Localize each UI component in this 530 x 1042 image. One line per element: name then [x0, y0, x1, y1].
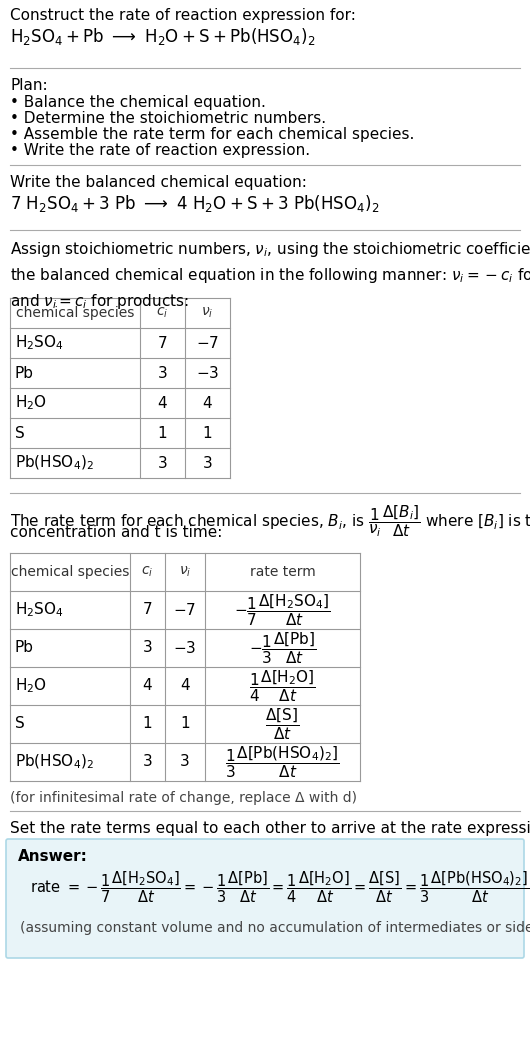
Text: $\dfrac{\Delta[\mathrm{S}]}{\Delta t}$: $\dfrac{\Delta[\mathrm{S}]}{\Delta t}$ [266, 706, 299, 742]
Text: (for infinitesimal rate of change, replace Δ with d): (for infinitesimal rate of change, repla… [10, 791, 357, 805]
Text: Assign stoichiometric numbers, $\nu_i$, using the stoichiometric coefficients, $: Assign stoichiometric numbers, $\nu_i$, … [10, 240, 530, 311]
Text: chemical species: chemical species [16, 306, 134, 320]
Text: Answer:: Answer: [18, 849, 88, 864]
Text: Pb: Pb [15, 641, 34, 655]
Text: chemical species: chemical species [11, 565, 129, 579]
Text: 3: 3 [180, 754, 190, 769]
Text: 4: 4 [143, 678, 152, 694]
Text: Construct the rate of reaction expression for:: Construct the rate of reaction expressio… [10, 8, 356, 23]
Text: 3: 3 [143, 754, 153, 769]
Text: 3: 3 [143, 641, 153, 655]
Text: 3: 3 [202, 455, 213, 471]
Text: 4: 4 [158, 396, 167, 411]
Text: 7: 7 [143, 602, 152, 618]
Text: $-7$: $-7$ [196, 334, 219, 351]
Text: $\nu_i$: $\nu_i$ [179, 565, 191, 579]
Text: 4: 4 [202, 396, 213, 411]
Text: $c_i$: $c_i$ [156, 305, 169, 320]
Text: Plan:: Plan: [10, 78, 48, 93]
Text: • Determine the stoichiometric numbers.: • Determine the stoichiometric numbers. [10, 111, 326, 126]
Text: rate term: rate term [250, 565, 315, 579]
Text: $-\dfrac{1}{7}\dfrac{\Delta[\mathrm{H_2SO_4}]}{\Delta t}$: $-\dfrac{1}{7}\dfrac{\Delta[\mathrm{H_2S… [234, 592, 331, 628]
Text: $\dfrac{1}{3}\dfrac{\Delta[\mathrm{Pb(HSO_4)_2}]}{\Delta t}$: $\dfrac{1}{3}\dfrac{\Delta[\mathrm{Pb(HS… [225, 744, 340, 779]
Text: $\mathrm{H_2O}$: $\mathrm{H_2O}$ [15, 394, 47, 413]
Text: (assuming constant volume and no accumulation of intermediates or side products): (assuming constant volume and no accumul… [20, 921, 530, 935]
Text: 1: 1 [158, 425, 167, 441]
Text: $\mathrm{H_2SO_4}$: $\mathrm{H_2SO_4}$ [15, 333, 64, 352]
Text: • Write the rate of reaction expression.: • Write the rate of reaction expression. [10, 143, 310, 158]
Text: 1: 1 [202, 425, 213, 441]
Text: $c_i$: $c_i$ [142, 565, 154, 579]
Text: $\mathrm{7\ H_2SO_4 + 3\ Pb\ \longrightarrow\ 4\ H_2O + S + 3\ Pb(HSO_4)_2}$: $\mathrm{7\ H_2SO_4 + 3\ Pb\ \longrighta… [10, 193, 379, 214]
Text: $-\dfrac{1}{3}\dfrac{\Delta[\mathrm{Pb}]}{\Delta t}$: $-\dfrac{1}{3}\dfrac{\Delta[\mathrm{Pb}]… [249, 630, 316, 666]
Text: 4: 4 [180, 678, 190, 694]
Text: Set the rate terms equal to each other to arrive at the rate expression:: Set the rate terms equal to each other t… [10, 821, 530, 836]
Text: $-3$: $-3$ [196, 365, 219, 381]
Text: 1: 1 [180, 717, 190, 731]
Text: S: S [15, 425, 25, 441]
Text: rate $= -\dfrac{1}{7}\dfrac{\Delta[\mathrm{H_2SO_4}]}{\Delta t} = -\dfrac{1}{3}\: rate $= -\dfrac{1}{7}\dfrac{\Delta[\math… [30, 869, 529, 904]
Text: 1: 1 [143, 717, 152, 731]
Text: Write the balanced chemical equation:: Write the balanced chemical equation: [10, 175, 307, 190]
FancyBboxPatch shape [6, 839, 524, 958]
Text: $-7$: $-7$ [173, 602, 197, 618]
Text: $\mathrm{Pb(HSO_4)_2}$: $\mathrm{Pb(HSO_4)_2}$ [15, 752, 94, 771]
Text: 3: 3 [157, 366, 167, 380]
Text: 3: 3 [157, 455, 167, 471]
Text: $\mathrm{H_2O}$: $\mathrm{H_2O}$ [15, 676, 47, 695]
Text: S: S [15, 717, 25, 731]
Text: Pb: Pb [15, 366, 34, 380]
Text: 7: 7 [158, 336, 167, 350]
Text: concentration and t is time:: concentration and t is time: [10, 525, 223, 540]
Text: $\nu_i$: $\nu_i$ [201, 305, 214, 320]
Text: • Assemble the rate term for each chemical species.: • Assemble the rate term for each chemic… [10, 127, 414, 142]
Text: $\dfrac{1}{4}\dfrac{\Delta[\mathrm{H_2O}]}{\Delta t}$: $\dfrac{1}{4}\dfrac{\Delta[\mathrm{H_2O}… [249, 668, 316, 704]
Text: $\mathrm{H_2SO_4}$: $\mathrm{H_2SO_4}$ [15, 600, 64, 619]
Text: The rate term for each chemical species, $B_i$, is $\dfrac{1}{\nu_i}\dfrac{\Delt: The rate term for each chemical species,… [10, 503, 530, 539]
Text: $\mathrm{H_2SO_4 + Pb\ \longrightarrow\ H_2O + S + Pb(HSO_4)_2}$: $\mathrm{H_2SO_4 + Pb\ \longrightarrow\ … [10, 26, 316, 47]
Text: $-3$: $-3$ [173, 640, 197, 656]
Text: $\mathrm{Pb(HSO_4)_2}$: $\mathrm{Pb(HSO_4)_2}$ [15, 454, 94, 472]
Text: • Balance the chemical equation.: • Balance the chemical equation. [10, 95, 266, 110]
